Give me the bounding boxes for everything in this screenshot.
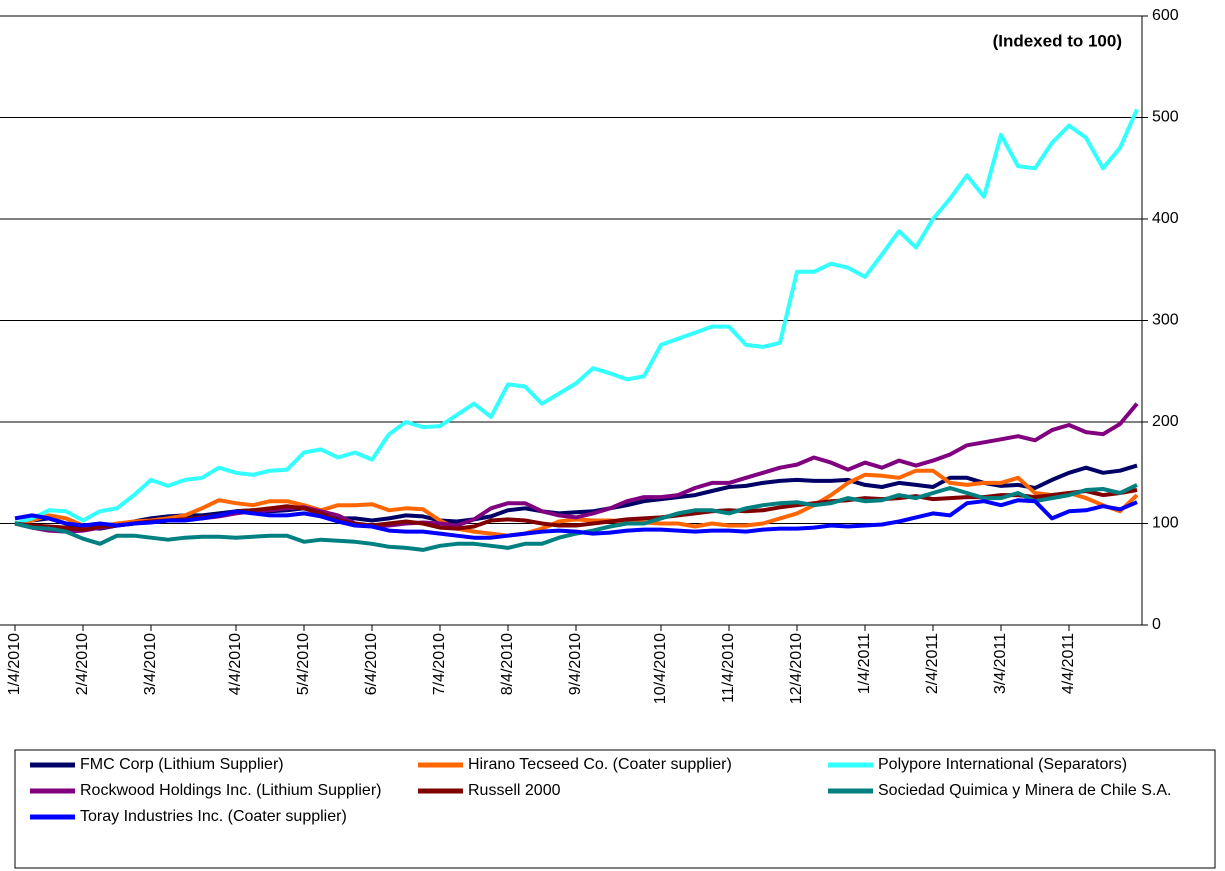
series-line: [14, 498, 1138, 540]
y-tick-label: 600: [1152, 7, 1179, 24]
x-tick-label: 12/4/2010: [788, 633, 805, 704]
y-tick-label: 200: [1152, 413, 1179, 430]
legend-label: Rockwood Holdings Inc. (Lithium Supplier…: [80, 782, 381, 799]
y-tick-label: 0: [1152, 616, 1161, 633]
legend-label: Sociedad Quimica y Minera de Chile S.A.: [878, 782, 1171, 799]
x-tick-label: 5/4/2010: [295, 633, 312, 695]
x-tick-label: 2/4/2011: [924, 633, 941, 694]
x-tick-label: 6/4/2010: [363, 633, 380, 695]
x-tick-label: 11/4/2010: [720, 633, 737, 703]
legend-label: Toray Industries Inc. (Coater supplier): [80, 808, 347, 825]
legend-label: Polypore International (Separators): [878, 756, 1127, 773]
y-tick-label: 100: [1152, 515, 1179, 532]
x-tick-label: 2/4/2010: [74, 633, 91, 695]
x-tick-label: 4/4/2011: [1060, 633, 1077, 694]
x-tick-label: 3/4/2010: [142, 633, 159, 695]
y-tick-label: 400: [1152, 210, 1179, 227]
legend-label: FMC Corp (Lithium Supplier): [80, 756, 284, 773]
y-tick-label: 300: [1152, 312, 1179, 329]
x-tick-label: 9/4/2010: [567, 633, 584, 695]
series-line: [14, 108, 1139, 526]
x-tick-label: 1/4/2010: [6, 633, 23, 695]
legend-box: [14, 749, 1216, 869]
x-tick-label: 3/4/2011: [992, 633, 1009, 694]
legend-label: Hirano Tecseed Co. (Coater supplier): [468, 756, 732, 773]
annotation: (Indexed to 100): [993, 31, 1122, 50]
x-tick-label: 10/4/2010: [652, 633, 669, 704]
x-tick-label: 7/4/2010: [431, 633, 448, 695]
y-tick-label: 500: [1152, 109, 1179, 126]
x-tick-label: 1/4/2011: [856, 633, 873, 694]
legend-label: Russell 2000: [468, 782, 561, 799]
x-tick-label: 4/4/2010: [227, 633, 244, 695]
x-tick-label: 8/4/2010: [499, 633, 516, 695]
